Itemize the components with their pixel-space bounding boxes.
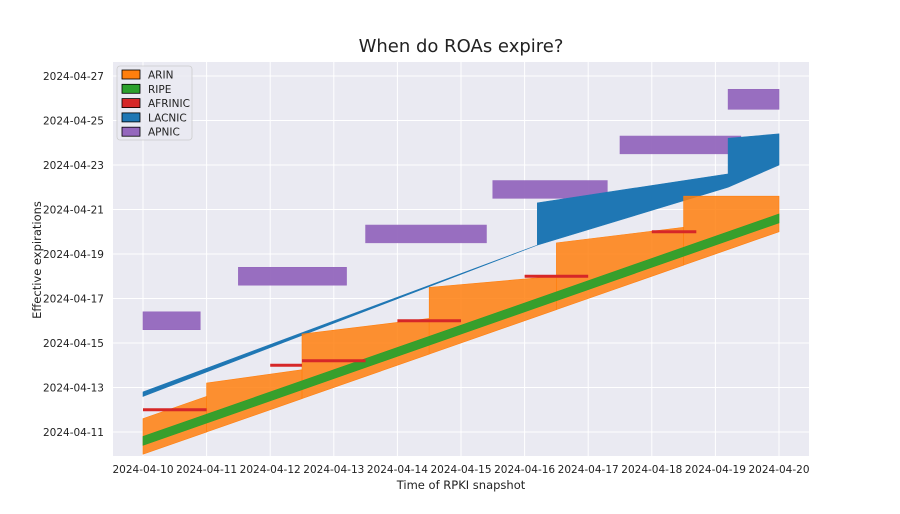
y-axis-label: Effective expirations xyxy=(30,201,44,319)
x-tick-label: 2024-04-12 xyxy=(240,464,301,476)
x-tick-label: 2024-04-14 xyxy=(367,464,428,476)
y-tick-label: 2024-04-23 xyxy=(43,160,104,172)
legend-label-lacnic: LACNIC xyxy=(148,112,187,124)
y-tick-label: 2024-04-21 xyxy=(43,205,104,217)
series-ripe xyxy=(142,213,780,446)
series-apnic xyxy=(142,89,780,330)
data-layer xyxy=(142,89,780,455)
lacnic-band xyxy=(142,133,780,397)
y-tick-label: 2024-04-27 xyxy=(43,71,104,83)
legend-swatch-afrinic xyxy=(121,98,141,108)
x-tick-label: 2024-04-11 xyxy=(176,464,237,476)
x-tick-label: 2024-04-20 xyxy=(748,464,809,476)
x-tick-label: 2024-04-18 xyxy=(621,464,682,476)
apnic-band xyxy=(619,135,742,155)
y-tick-label: 2024-04-17 xyxy=(43,294,104,306)
apnic-band xyxy=(365,224,487,244)
series-afrinic xyxy=(143,230,697,412)
ripe-band xyxy=(142,213,780,446)
y-tick-label: 2024-04-19 xyxy=(43,249,104,261)
apnic-band xyxy=(142,311,201,330)
legend: ARIN RIPE AFRINIC LACNIC APNIC xyxy=(116,65,193,141)
legend-swatch-apnic xyxy=(121,126,141,137)
apnic-band xyxy=(238,267,347,286)
legend-label-afrinic: AFRINIC xyxy=(148,98,190,110)
x-tick-label: 2024-04-15 xyxy=(430,464,491,476)
x-tick-label: 2024-04-17 xyxy=(558,464,619,476)
legend-swatch-arin xyxy=(121,69,141,80)
legend-label-ripe: RIPE xyxy=(148,84,171,96)
x-tick-label: 2024-04-19 xyxy=(685,464,746,476)
x-tick-label: 2024-04-10 xyxy=(112,464,173,476)
apnic-band xyxy=(727,89,780,110)
y-tick-label: 2024-04-13 xyxy=(43,383,104,395)
chart-title: When do ROAs expire? xyxy=(359,36,564,57)
x-axis-label: Time of RPKI snapshot xyxy=(396,478,526,492)
y-tick-label: 2024-04-25 xyxy=(43,116,104,128)
y-axis-ticks: 2024-04-11 2024-04-13 2024-04-15 2024-04-17… xyxy=(43,71,104,439)
legend-swatch-lacnic xyxy=(121,112,141,123)
y-tick-label: 2024-04-15 xyxy=(43,338,104,350)
y-tick-label: 2024-04-11 xyxy=(43,427,104,439)
x-tick-label: 2024-04-13 xyxy=(303,464,364,476)
legend-swatch-ripe xyxy=(121,83,141,94)
legend-label-apnic: APNIC xyxy=(148,127,180,139)
x-axis-ticks: 2024-04-10 2024-04-11 2024-04-12 2024-04-13… xyxy=(112,464,809,476)
legend-label-arin: ARIN xyxy=(148,70,173,82)
x-tick-label: 2024-04-16 xyxy=(494,464,555,476)
series-lacnic xyxy=(142,133,780,397)
